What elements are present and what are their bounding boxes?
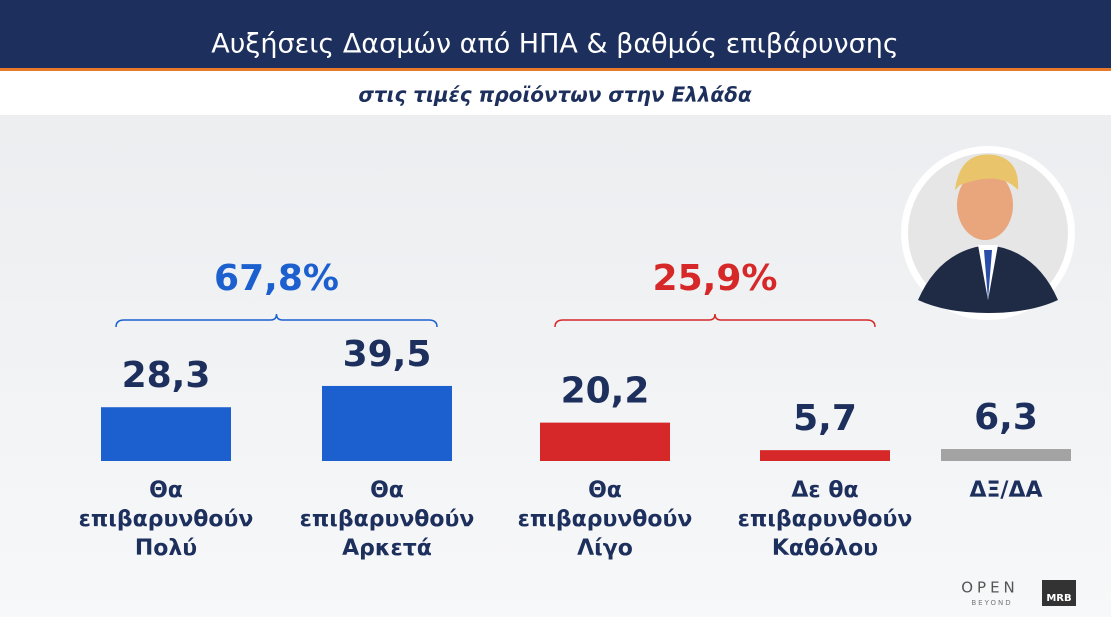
chart-title: Αυξήσεις Δασμών από ΗΠΑ & βαθμός επιβάρυ…	[211, 29, 898, 60]
logo-box	[1042, 580, 1076, 606]
value-label: 6,3	[974, 397, 1038, 438]
group-bracket	[115, 313, 438, 328]
category-label: επιβαρυνθούν	[738, 507, 913, 532]
category-label: Λίγο	[577, 536, 633, 561]
category-label: Πολύ	[135, 536, 197, 561]
category-label: ΔΞ/ΔΑ	[969, 478, 1042, 503]
category-label: Θα	[588, 478, 622, 503]
header-bar	[0, 0, 1111, 68]
bar	[941, 449, 1071, 461]
value-label: 39,5	[343, 334, 432, 375]
category-label: Θα	[370, 478, 404, 503]
category-label: Θα	[149, 478, 183, 503]
group-label: 25,9%	[653, 258, 778, 299]
logo-area: OPEN BEYOND MRB	[961, 579, 1076, 607]
logo-beyond: BEYOND	[971, 599, 1012, 607]
category-label: Αρκετά	[342, 536, 432, 561]
header-accent	[0, 68, 1111, 71]
subtitle-bar	[0, 71, 1111, 115]
category-label: επιβαρυνθούν	[518, 507, 693, 532]
bar	[540, 422, 670, 461]
value-label: 5,7	[793, 398, 857, 439]
category-label: Καθόλου	[772, 536, 878, 561]
bar	[760, 450, 890, 461]
bar	[322, 385, 452, 461]
value-label: 20,2	[561, 371, 650, 412]
chart-subtitle: στις τιμές προϊόντων στην Ελλάδα	[358, 83, 752, 107]
category-label: επιβαρυνθούν	[300, 507, 475, 532]
value-label: 28,3	[122, 355, 211, 396]
bar	[101, 407, 231, 461]
group-bracket	[554, 313, 876, 328]
category-label: Δε θα	[791, 478, 858, 503]
logo-mrb: MRB	[1046, 593, 1071, 604]
portrait	[901, 146, 1075, 320]
group-label: 67,8%	[214, 258, 339, 299]
category-label: επιβαρυνθούν	[79, 507, 254, 532]
logo-open: OPEN	[961, 579, 1019, 597]
